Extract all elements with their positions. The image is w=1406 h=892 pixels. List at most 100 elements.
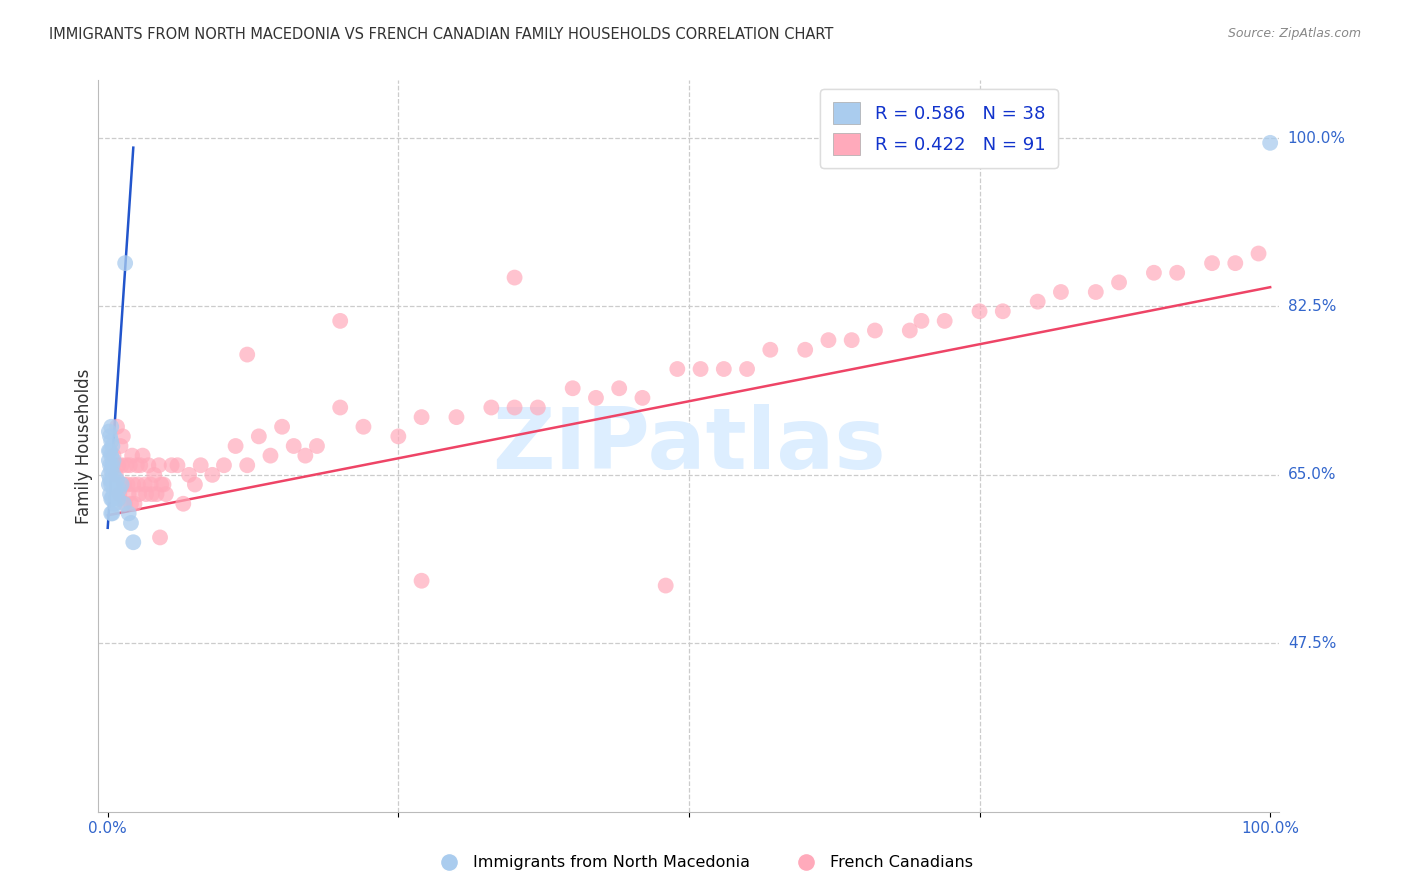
Point	[794, 343, 817, 357]
Point	[1225, 256, 1247, 270]
Point	[713, 362, 735, 376]
Point	[294, 449, 316, 463]
Point	[98, 443, 121, 458]
Text: IMMIGRANTS FROM NORTH MACEDONIA VS FRENCH CANADIAN FAMILY HOUSEHOLDS CORRELATION: IMMIGRANTS FROM NORTH MACEDONIA VS FRENC…	[49, 27, 834, 42]
Point	[100, 434, 122, 449]
Point	[122, 535, 145, 549]
Point	[117, 507, 139, 521]
Point	[1247, 246, 1270, 260]
Point	[503, 401, 526, 415]
Point	[148, 458, 170, 473]
Point	[111, 458, 134, 473]
Point	[259, 449, 281, 463]
Point	[236, 347, 259, 362]
Point	[107, 458, 129, 473]
Point	[135, 487, 157, 501]
Point	[236, 458, 259, 473]
Point	[98, 473, 121, 487]
Point	[607, 381, 630, 395]
Point	[103, 453, 125, 467]
Point	[108, 483, 131, 497]
Point	[105, 419, 128, 434]
Point	[97, 443, 120, 458]
Point	[112, 477, 135, 491]
Point	[134, 477, 156, 491]
Point	[1050, 285, 1073, 299]
Point	[100, 491, 122, 506]
Point	[101, 491, 124, 506]
Point	[121, 449, 143, 463]
Point	[104, 467, 127, 482]
Point	[446, 410, 468, 425]
Point	[910, 314, 932, 328]
Point	[172, 497, 194, 511]
Point	[1108, 276, 1130, 290]
Point	[212, 458, 235, 473]
Point	[177, 467, 200, 482]
Point	[411, 410, 433, 425]
Text: 82.5%: 82.5%	[1288, 299, 1336, 314]
Point	[103, 467, 125, 482]
Point	[127, 477, 149, 491]
Point	[143, 467, 166, 482]
Point	[155, 487, 177, 501]
Point	[503, 270, 526, 285]
Point	[160, 458, 183, 473]
Point	[329, 401, 352, 415]
Point	[101, 458, 124, 473]
Point	[98, 429, 121, 443]
Point	[166, 458, 188, 473]
Point	[184, 477, 207, 491]
Point	[247, 429, 270, 443]
Point	[98, 487, 121, 501]
Point	[585, 391, 607, 405]
Point	[103, 449, 125, 463]
Point	[131, 449, 153, 463]
Point	[1201, 256, 1223, 270]
Point	[101, 473, 124, 487]
Point	[149, 530, 172, 544]
Point	[654, 578, 676, 592]
Point	[97, 453, 120, 467]
Point	[107, 491, 129, 506]
Point	[817, 333, 839, 347]
Point	[841, 333, 863, 347]
Legend: R = 0.586   N = 38, R = 0.422   N = 91: R = 0.586 N = 38, R = 0.422 N = 91	[821, 89, 1057, 168]
Point	[108, 487, 131, 501]
Point	[115, 458, 138, 473]
Point	[117, 477, 139, 491]
Point	[863, 324, 886, 338]
Point	[97, 467, 120, 482]
Point	[305, 439, 328, 453]
Point	[1143, 266, 1166, 280]
Point	[190, 458, 212, 473]
Point	[112, 497, 135, 511]
Point	[145, 487, 167, 501]
Point	[110, 439, 132, 453]
Point	[101, 439, 124, 453]
Point	[387, 429, 409, 443]
Point	[120, 516, 142, 530]
Point	[991, 304, 1014, 318]
Point	[561, 381, 583, 395]
Point	[152, 477, 174, 491]
Point	[139, 477, 162, 491]
Point	[527, 401, 550, 415]
Point	[689, 362, 711, 376]
Point	[111, 477, 134, 491]
Point	[283, 439, 305, 453]
Point	[97, 425, 120, 439]
Y-axis label: Family Households: Family Households	[75, 368, 93, 524]
Point	[1166, 266, 1188, 280]
Point	[411, 574, 433, 588]
Point	[122, 477, 145, 491]
Point	[117, 487, 139, 501]
Point	[124, 497, 146, 511]
Point	[138, 458, 160, 473]
Point	[225, 439, 247, 453]
Point	[128, 487, 150, 501]
Point	[969, 304, 991, 318]
Legend: Immigrants from North Macedonia, French Canadians: Immigrants from North Macedonia, French …	[426, 849, 980, 877]
Point	[103, 487, 125, 501]
Point	[118, 458, 141, 473]
